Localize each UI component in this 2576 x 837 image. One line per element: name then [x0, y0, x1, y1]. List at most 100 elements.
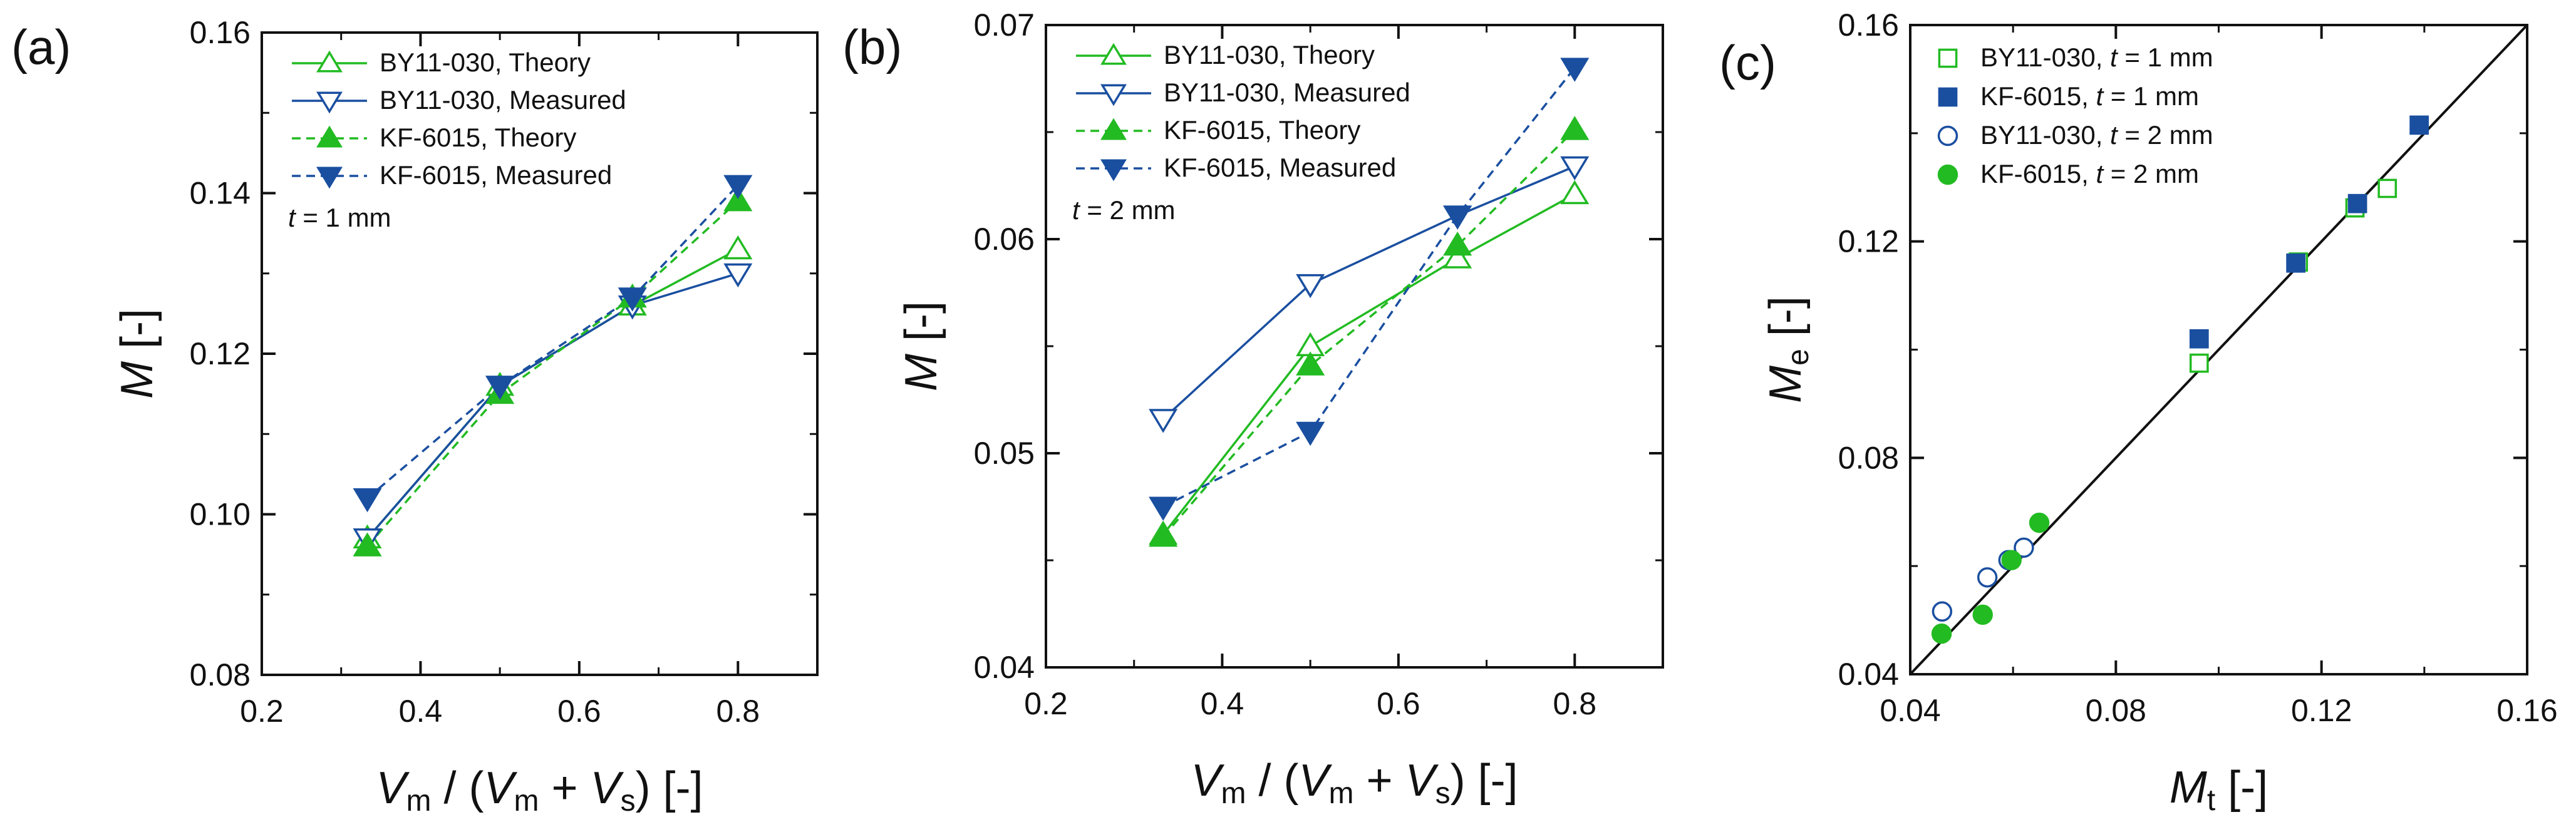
legend-label: KF-6015, Theory	[380, 123, 576, 152]
y-tick-label: 0.05	[974, 436, 1035, 471]
y-tick-label: 0.10	[190, 497, 251, 532]
data-point-s1	[1560, 180, 1590, 205]
data-point-s3	[1560, 116, 1590, 140]
y-tick-label: 0.12	[190, 336, 251, 371]
y-tick-label: 0.16	[1838, 8, 1899, 43]
y-axis-title: M [-]	[896, 301, 946, 391]
y-tick-label: 0.04	[974, 650, 1035, 685]
scatter-point-s2	[2347, 193, 2367, 213]
legend-var: t	[2096, 159, 2104, 188]
series-line-2	[366, 272, 738, 540]
y-tick-label: 0.08	[190, 657, 251, 692]
data-point-s3	[1443, 231, 1472, 256]
y-axis-var: M	[896, 354, 946, 391]
legend-marker	[1100, 159, 1127, 182]
series-line-3	[1162, 129, 1576, 538]
y-tick-label: 0.14	[190, 176, 251, 211]
legend-text-part: BY11-030,	[1980, 120, 2110, 150]
x-tick-label: 0.6	[1377, 686, 1420, 721]
data-point-s4	[1149, 496, 1178, 521]
data-point-s4	[485, 376, 515, 400]
data-point-s4	[1560, 58, 1590, 82]
y-tick-label: 0.06	[974, 222, 1035, 257]
series-line-3	[366, 200, 739, 547]
legend-label: KF-6015, Measured	[1164, 153, 1396, 182]
annotation-text: = 1 mm	[296, 203, 391, 232]
legend-marker	[316, 167, 343, 189]
x-axis-var: V	[376, 763, 410, 813]
x-axis-sub: m	[406, 784, 431, 818]
scatter-point-s3	[1977, 567, 1998, 588]
y-tick-label: 0.08	[1838, 440, 1899, 475]
x-tick-label: 0.2	[1024, 686, 1068, 721]
y-tick-label: 0.12	[1838, 224, 1899, 259]
scatter-point-s2	[2409, 115, 2429, 135]
data-point-s2	[1296, 274, 1325, 299]
legend-var: t	[2110, 43, 2119, 72]
x-tick-label: 0.2	[240, 694, 284, 729]
x-axis-text: +	[539, 763, 590, 813]
legend-marker	[316, 125, 343, 148]
x-axis-sub: s	[1435, 777, 1451, 810]
data-layer	[353, 175, 753, 557]
legend-label: BY11-030, t = 1 mm	[1980, 43, 2213, 72]
annotation: t = 2 mm	[1072, 195, 1176, 225]
data-layer	[1910, 25, 2527, 674]
data-point-s1	[723, 235, 753, 260]
legend-label: KF-6015, Measured	[380, 160, 612, 190]
legend-label: BY11-030, Measured	[380, 85, 626, 115]
x-axis-text: ) [-]	[636, 763, 703, 813]
data-point-s3	[1296, 351, 1325, 376]
x-axis-sub: m	[1329, 777, 1354, 810]
legend-marker	[1938, 48, 1958, 68]
panel-label: (a)	[11, 19, 71, 74]
x-tick-label: 0.12	[2291, 693, 2352, 728]
y-axis-title: M [-]	[112, 309, 162, 399]
data-layer	[1149, 58, 1590, 547]
chart-panel-3: (c) 0.04 0.08 0.12 0.16 0.04 0.08 0.12 0.16 Mt [-…	[1719, 8, 2558, 817]
y-axis-sub: e	[1782, 349, 1815, 366]
y-axis-text: [-]	[112, 309, 162, 361]
x-axis-text: / (	[1246, 756, 1298, 806]
legend-marker	[1100, 43, 1127, 65]
legend-marker	[1937, 125, 1958, 146]
data-point-s4	[723, 175, 753, 200]
scatter-point-s2	[2286, 253, 2305, 273]
x-axis-title: Mt [-]	[2170, 763, 2268, 817]
data-point-s2	[1149, 409, 1178, 433]
x-axis-text: ) [-]	[1451, 756, 1518, 806]
scatter-point-s3	[2014, 537, 2034, 558]
scatter-point-s4	[2029, 512, 2050, 533]
scatter-point-s4	[1931, 623, 1952, 644]
data-point-s4	[1443, 205, 1472, 230]
x-axis-var: V	[1298, 756, 1332, 806]
legend-label: BY11-030, Measured	[1164, 78, 1410, 107]
x-axis-var: V	[591, 763, 624, 813]
data-point-s2	[723, 263, 753, 288]
data-point-s4	[618, 287, 647, 312]
annotation: t = 1 mm	[288, 203, 391, 232]
x-axis-text: +	[1353, 756, 1405, 806]
series-line-1	[1162, 193, 1576, 536]
legend-marker	[1100, 84, 1127, 106]
x-tick-label: 0.8	[716, 694, 760, 729]
y-axis-text: [-]	[1761, 296, 1811, 349]
legend-var: t	[2110, 120, 2119, 150]
x-axis-title: Vm / (Vm + Vs) [-]	[376, 763, 703, 818]
annotation-text: = 2 mm	[1080, 195, 1176, 225]
legend-text-part: KF-6015,	[1980, 81, 2096, 111]
x-tick-label: 0.16	[2496, 693, 2557, 728]
y-axis-text: [-]	[896, 301, 946, 354]
legend-label: BY11-030, t = 2 mm	[1980, 120, 2213, 150]
legend-marker	[1100, 118, 1127, 140]
legend-marker	[316, 50, 343, 73]
data-point-s1	[1443, 244, 1472, 269]
panel-label: (c)	[1719, 35, 1776, 90]
x-axis-sub: m	[1221, 777, 1246, 810]
legend-text-part: = 2 mm	[2118, 120, 2213, 150]
legend-var: t	[2096, 81, 2104, 111]
scatter-point-s2	[2189, 329, 2209, 349]
legend-text-part: = 1 mm	[2103, 81, 2199, 111]
legend-marker	[316, 91, 343, 114]
